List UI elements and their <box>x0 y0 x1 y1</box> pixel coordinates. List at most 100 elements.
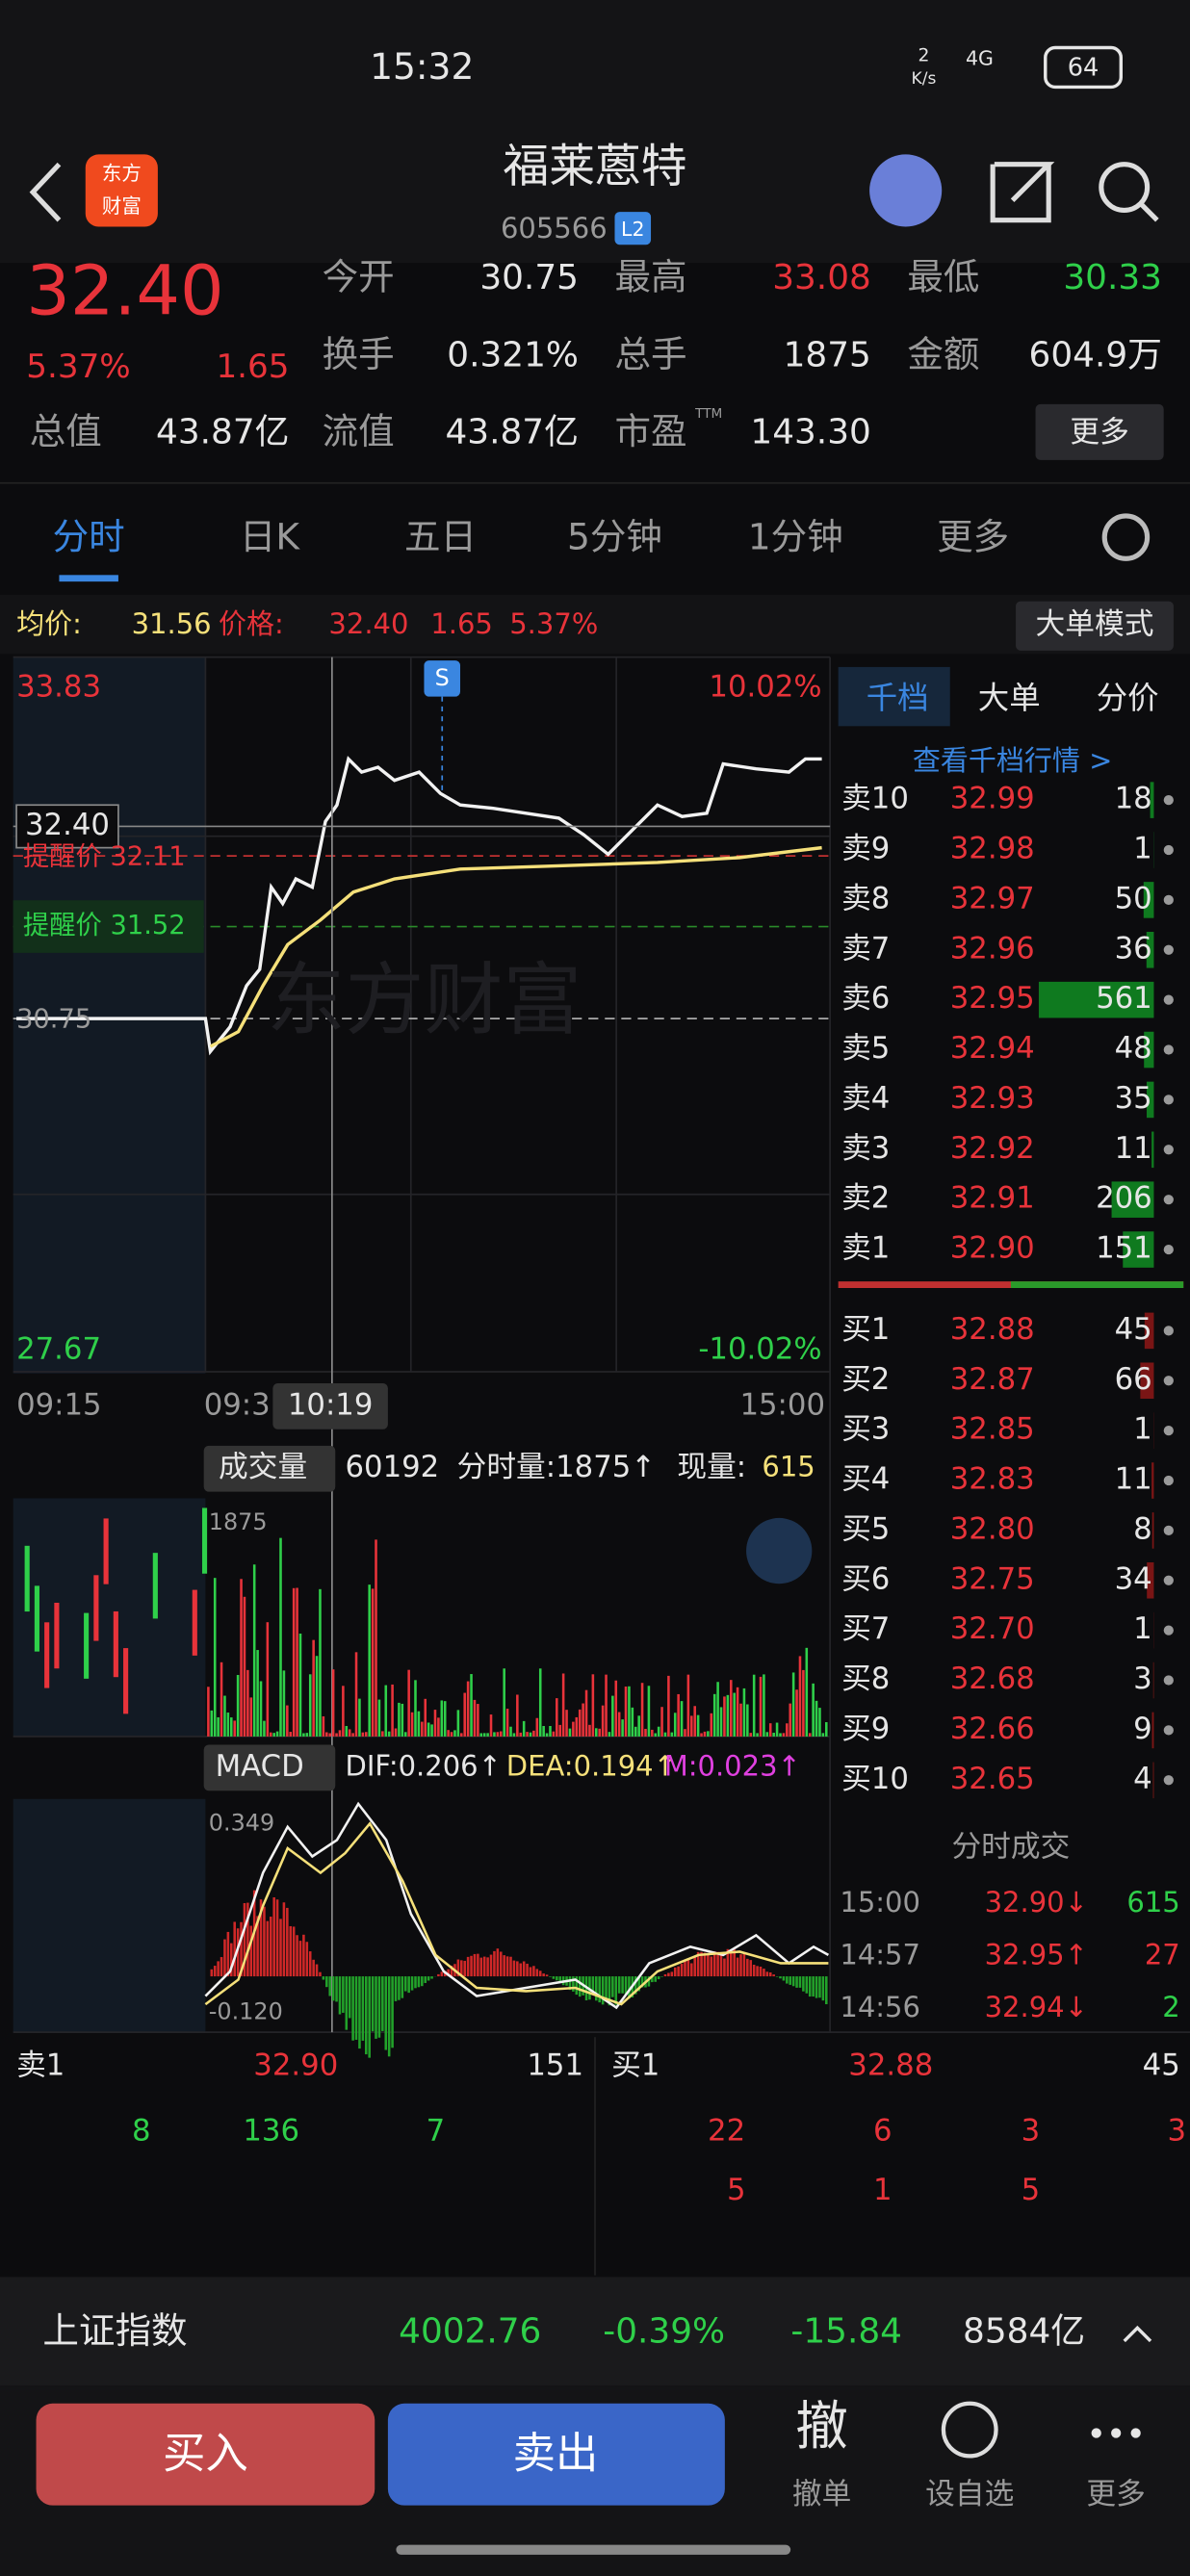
tab[interactable]: 五日 <box>404 515 477 557</box>
level-volume: 18 <box>1115 782 1152 816</box>
level-price: 32.68 <box>950 1662 1035 1696</box>
macd-bar <box>545 1974 549 1977</box>
tab[interactable]: 更多 <box>937 515 1009 557</box>
trade-time: 14:57 <box>840 1939 920 1971</box>
volume-bar <box>749 1733 753 1737</box>
volume-bar <box>417 1711 421 1737</box>
volume-selector[interactable] <box>203 1445 336 1492</box>
volume-bar <box>489 1714 493 1737</box>
macd-bar <box>707 1952 710 1977</box>
search-icon <box>1138 201 1159 222</box>
field-value: 30.75 <box>479 258 579 297</box>
volume-bar <box>789 1703 792 1737</box>
macd-bar <box>821 1976 825 2001</box>
settings-icon[interactable] <box>1101 513 1151 561</box>
level-price: 32.70 <box>950 1611 1035 1646</box>
field-value: 33.08 <box>772 258 871 297</box>
volume-bar <box>700 1733 703 1737</box>
robot-icon[interactable] <box>869 154 943 227</box>
tab[interactable]: 日K <box>240 515 301 557</box>
volume-bar <box>690 1715 693 1737</box>
macd-bar <box>805 1976 809 1994</box>
book-link[interactable]: 查看千档行情 > <box>913 744 1113 777</box>
macd-bar <box>789 1976 792 1985</box>
trade-marker[interactable] <box>424 660 461 697</box>
macd-bar <box>466 1956 470 1977</box>
trade-volume: 615 <box>1126 1886 1179 1919</box>
volume-bar <box>496 1732 500 1737</box>
field-value: 43.87亿 <box>445 413 578 452</box>
volume-bar <box>752 1674 756 1737</box>
field-label: 市盈 <box>614 410 686 452</box>
macd-bar <box>779 1976 782 1979</box>
depth-order: 8 <box>132 2114 151 2149</box>
field-label: 最高 <box>614 256 686 298</box>
book-tab[interactable]: 千档 <box>867 680 929 716</box>
volume-bar <box>414 1680 417 1737</box>
macd-bar <box>795 1976 798 1988</box>
macd-bars <box>210 1890 828 2058</box>
macd-bar <box>427 1976 430 1981</box>
book-tab[interactable]: 大单 <box>978 680 1041 716</box>
search-icon[interactable] <box>1099 162 1151 214</box>
expand-icon[interactable] <box>746 1517 813 1584</box>
clock: 15:32 <box>370 45 474 88</box>
macd-bar <box>403 1976 407 1992</box>
volume-bar <box>453 1730 456 1737</box>
macd-bar <box>522 1961 526 1977</box>
depth-order: 3 <box>1168 2114 1187 2149</box>
more-button[interactable] <box>1035 403 1164 460</box>
sell-button[interactable] <box>387 2403 725 2506</box>
volume-bar <box>631 1707 634 1737</box>
macd-bar <box>733 1949 736 1977</box>
macd-bar <box>542 1973 545 1977</box>
tab[interactable]: 5分钟 <box>567 515 662 557</box>
volume-bar <box>1144 1312 1154 1350</box>
sell[interactable]: 卖出 <box>513 2429 599 2478</box>
volume-bar <box>1144 1031 1154 1069</box>
macd-bar <box>815 1976 818 1998</box>
level-volume: 561 <box>1096 981 1152 1016</box>
share-icon[interactable] <box>990 162 1055 223</box>
volume-bar <box>447 1730 450 1737</box>
macd-bar <box>746 1958 749 1977</box>
volume-bar <box>361 1732 365 1737</box>
index-pct: -0.39% <box>603 2311 725 2351</box>
macd-bar <box>726 1948 730 1977</box>
volume-bar <box>279 1537 282 1737</box>
volume-bar <box>552 1731 556 1737</box>
cancel[interactable]: 撤单 <box>792 2477 851 2512</box>
volume-bar <box>201 1507 208 1574</box>
dot <box>1163 1044 1174 1055</box>
volume-bar <box>34 1585 39 1652</box>
tab[interactable]: 1分钟 <box>748 515 843 557</box>
volume-bar <box>473 1699 477 1737</box>
watch[interactable]: 设自选 <box>925 2477 1014 2512</box>
macd-bar <box>377 1976 381 2038</box>
level: 买2 <box>841 1362 890 1397</box>
macd-bar <box>410 1976 414 1991</box>
buy[interactable]: 买入 <box>163 2429 248 2478</box>
macd-bar <box>477 1953 479 1977</box>
more[interactable]: 更多 <box>1086 2477 1145 2512</box>
mode-button[interactable] <box>1016 601 1174 651</box>
watch-icon[interactable] <box>941 2401 998 2459</box>
macd-bar <box>786 1976 789 1984</box>
volume-bar <box>516 1694 519 1737</box>
level-price: 32.98 <box>950 832 1035 866</box>
book-tab[interactable]: 分价 <box>1097 680 1159 716</box>
macd-selector[interactable] <box>203 1744 336 1791</box>
macd-bar <box>325 1976 328 1988</box>
back-icon[interactable] <box>29 162 62 222</box>
buy-button[interactable] <box>36 2403 375 2506</box>
book-tab-active[interactable] <box>838 666 950 727</box>
macd-bar <box>700 1951 703 1977</box>
volume-bar <box>1151 1131 1154 1169</box>
volume-bar <box>624 1687 628 1737</box>
index-bar[interactable] <box>0 2277 1190 2386</box>
logo[interactable] <box>85 154 158 227</box>
tab[interactable]: 分时 <box>53 515 125 557</box>
cancel-icon[interactable]: 撤 <box>795 2395 848 2457</box>
depth-volume: 45 <box>1143 2048 1180 2082</box>
level-price: 32.75 <box>950 1561 1035 1596</box>
